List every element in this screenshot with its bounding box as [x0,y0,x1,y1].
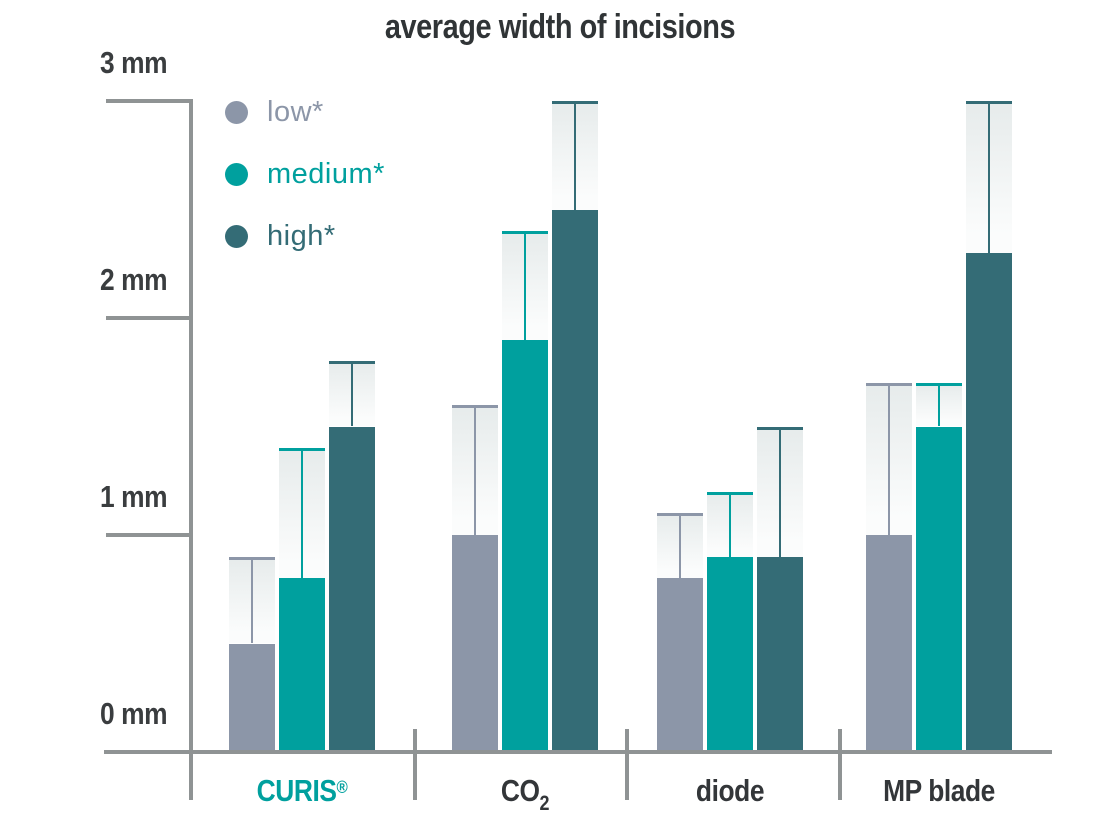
bar-curis-medium [279,578,325,753]
whisker-cap [229,556,275,560]
y-axis-label-0mm: 0 mm [100,696,168,731]
whisker-mp-blade-high [966,101,1012,253]
whisker-line [574,101,576,210]
group-divider-1 [413,729,417,800]
y-axis-tick-1mm [106,533,191,537]
whisker-co2-low [452,404,498,535]
y-axis-tick-3mm [106,99,191,103]
whisker-mp-blade-low [866,383,912,535]
bar-co2-high [552,209,598,753]
whisker-cap [552,101,598,104]
whisker-cap [279,448,325,452]
legend-item-low: low* [225,96,385,128]
x-axis-label-mp-blade: MP blade [883,773,995,808]
x-axis-label-curis: CURIS® [256,773,348,808]
whisker-diode-high [757,426,803,557]
whisker-cap [966,101,1012,104]
whisker-cap [916,383,962,387]
whisker-curis-medium [279,448,325,579]
whisker-cap [707,491,753,495]
whisker-cap [657,513,703,517]
bar-co2-low [452,535,498,753]
whisker-cap [329,361,375,365]
y-axis-line [189,99,193,800]
legend-label-medium: medium* [267,157,385,190]
legend-dot-high-icon [225,224,248,248]
group-divider-2 [625,729,629,800]
whisker-line [988,101,990,253]
bar-diode-medium [707,556,753,753]
whisker-mp-blade-medium [916,383,962,427]
whisker-line [679,513,681,579]
legend-dot-low-icon [225,100,248,124]
whisker-line [474,404,476,535]
bar-mp-blade-medium [916,426,962,753]
whisker-line [251,556,253,644]
whisker-cap [502,231,548,235]
whisker-line [779,426,781,557]
whisker-co2-medium [502,231,548,340]
bar-co2-medium [502,339,548,753]
whisker-line [351,361,353,427]
legend-dot-medium-icon [225,162,248,186]
bar-curis-low [229,643,275,753]
y-axis-tick-2mm [106,316,191,320]
whisker-curis-high [329,361,375,427]
whisker-diode-low [657,513,703,579]
legend-item-medium: medium* [225,158,385,190]
whisker-diode-medium [707,491,753,557]
y-axis-label-1mm: 1 mm [100,479,168,514]
bar-diode-low [657,578,703,753]
legend: low* medium* high* [225,96,385,285]
bar-mp-blade-low [866,535,912,753]
legend-label-high: high* [267,219,336,252]
x-axis-label-co2: CO2 [500,773,550,815]
group-divider-3 [838,729,842,800]
whisker-line [938,383,940,427]
bar-diode-high [757,556,803,753]
whisker-cap [452,404,498,408]
legend-label-low: low* [267,95,324,128]
whisker-cap [866,383,912,387]
whisker-line [301,448,303,579]
x-axis-label-diode: diode [695,773,765,808]
y-axis-label-3mm: 3 mm [100,45,168,80]
y-axis-label-2mm: 2 mm [100,262,168,297]
chart-title: average width of incisions [384,8,736,46]
whisker-line [888,383,890,535]
whisker-curis-low [229,556,275,644]
legend-item-high: high* [225,220,385,252]
whisker-cap [757,426,803,430]
x-axis-line [104,750,1052,754]
bar-mp-blade-high [966,252,1012,753]
whisker-line [729,491,731,557]
bar-curis-high [329,426,375,753]
whisker-line [524,231,526,340]
whisker-co2-high [552,101,598,210]
